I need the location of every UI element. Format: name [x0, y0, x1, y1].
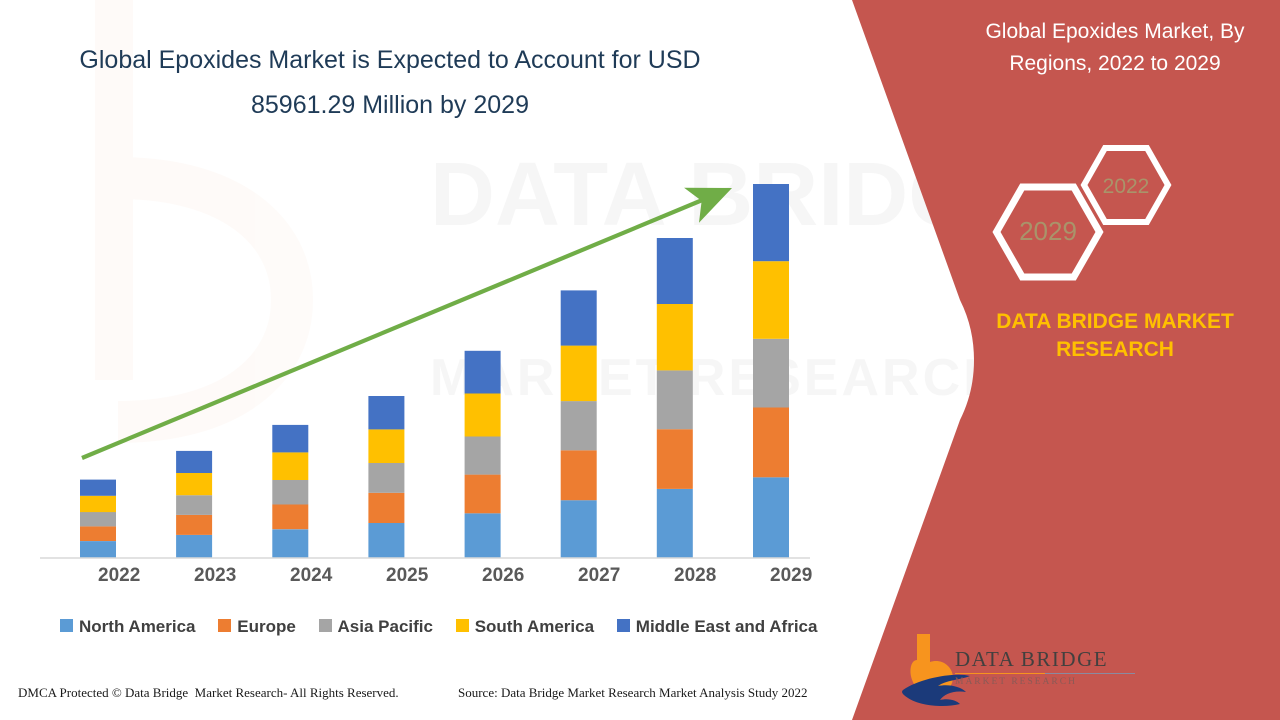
svg-text:2022: 2022: [1103, 175, 1150, 198]
svg-text:2029: 2029: [1019, 216, 1077, 246]
